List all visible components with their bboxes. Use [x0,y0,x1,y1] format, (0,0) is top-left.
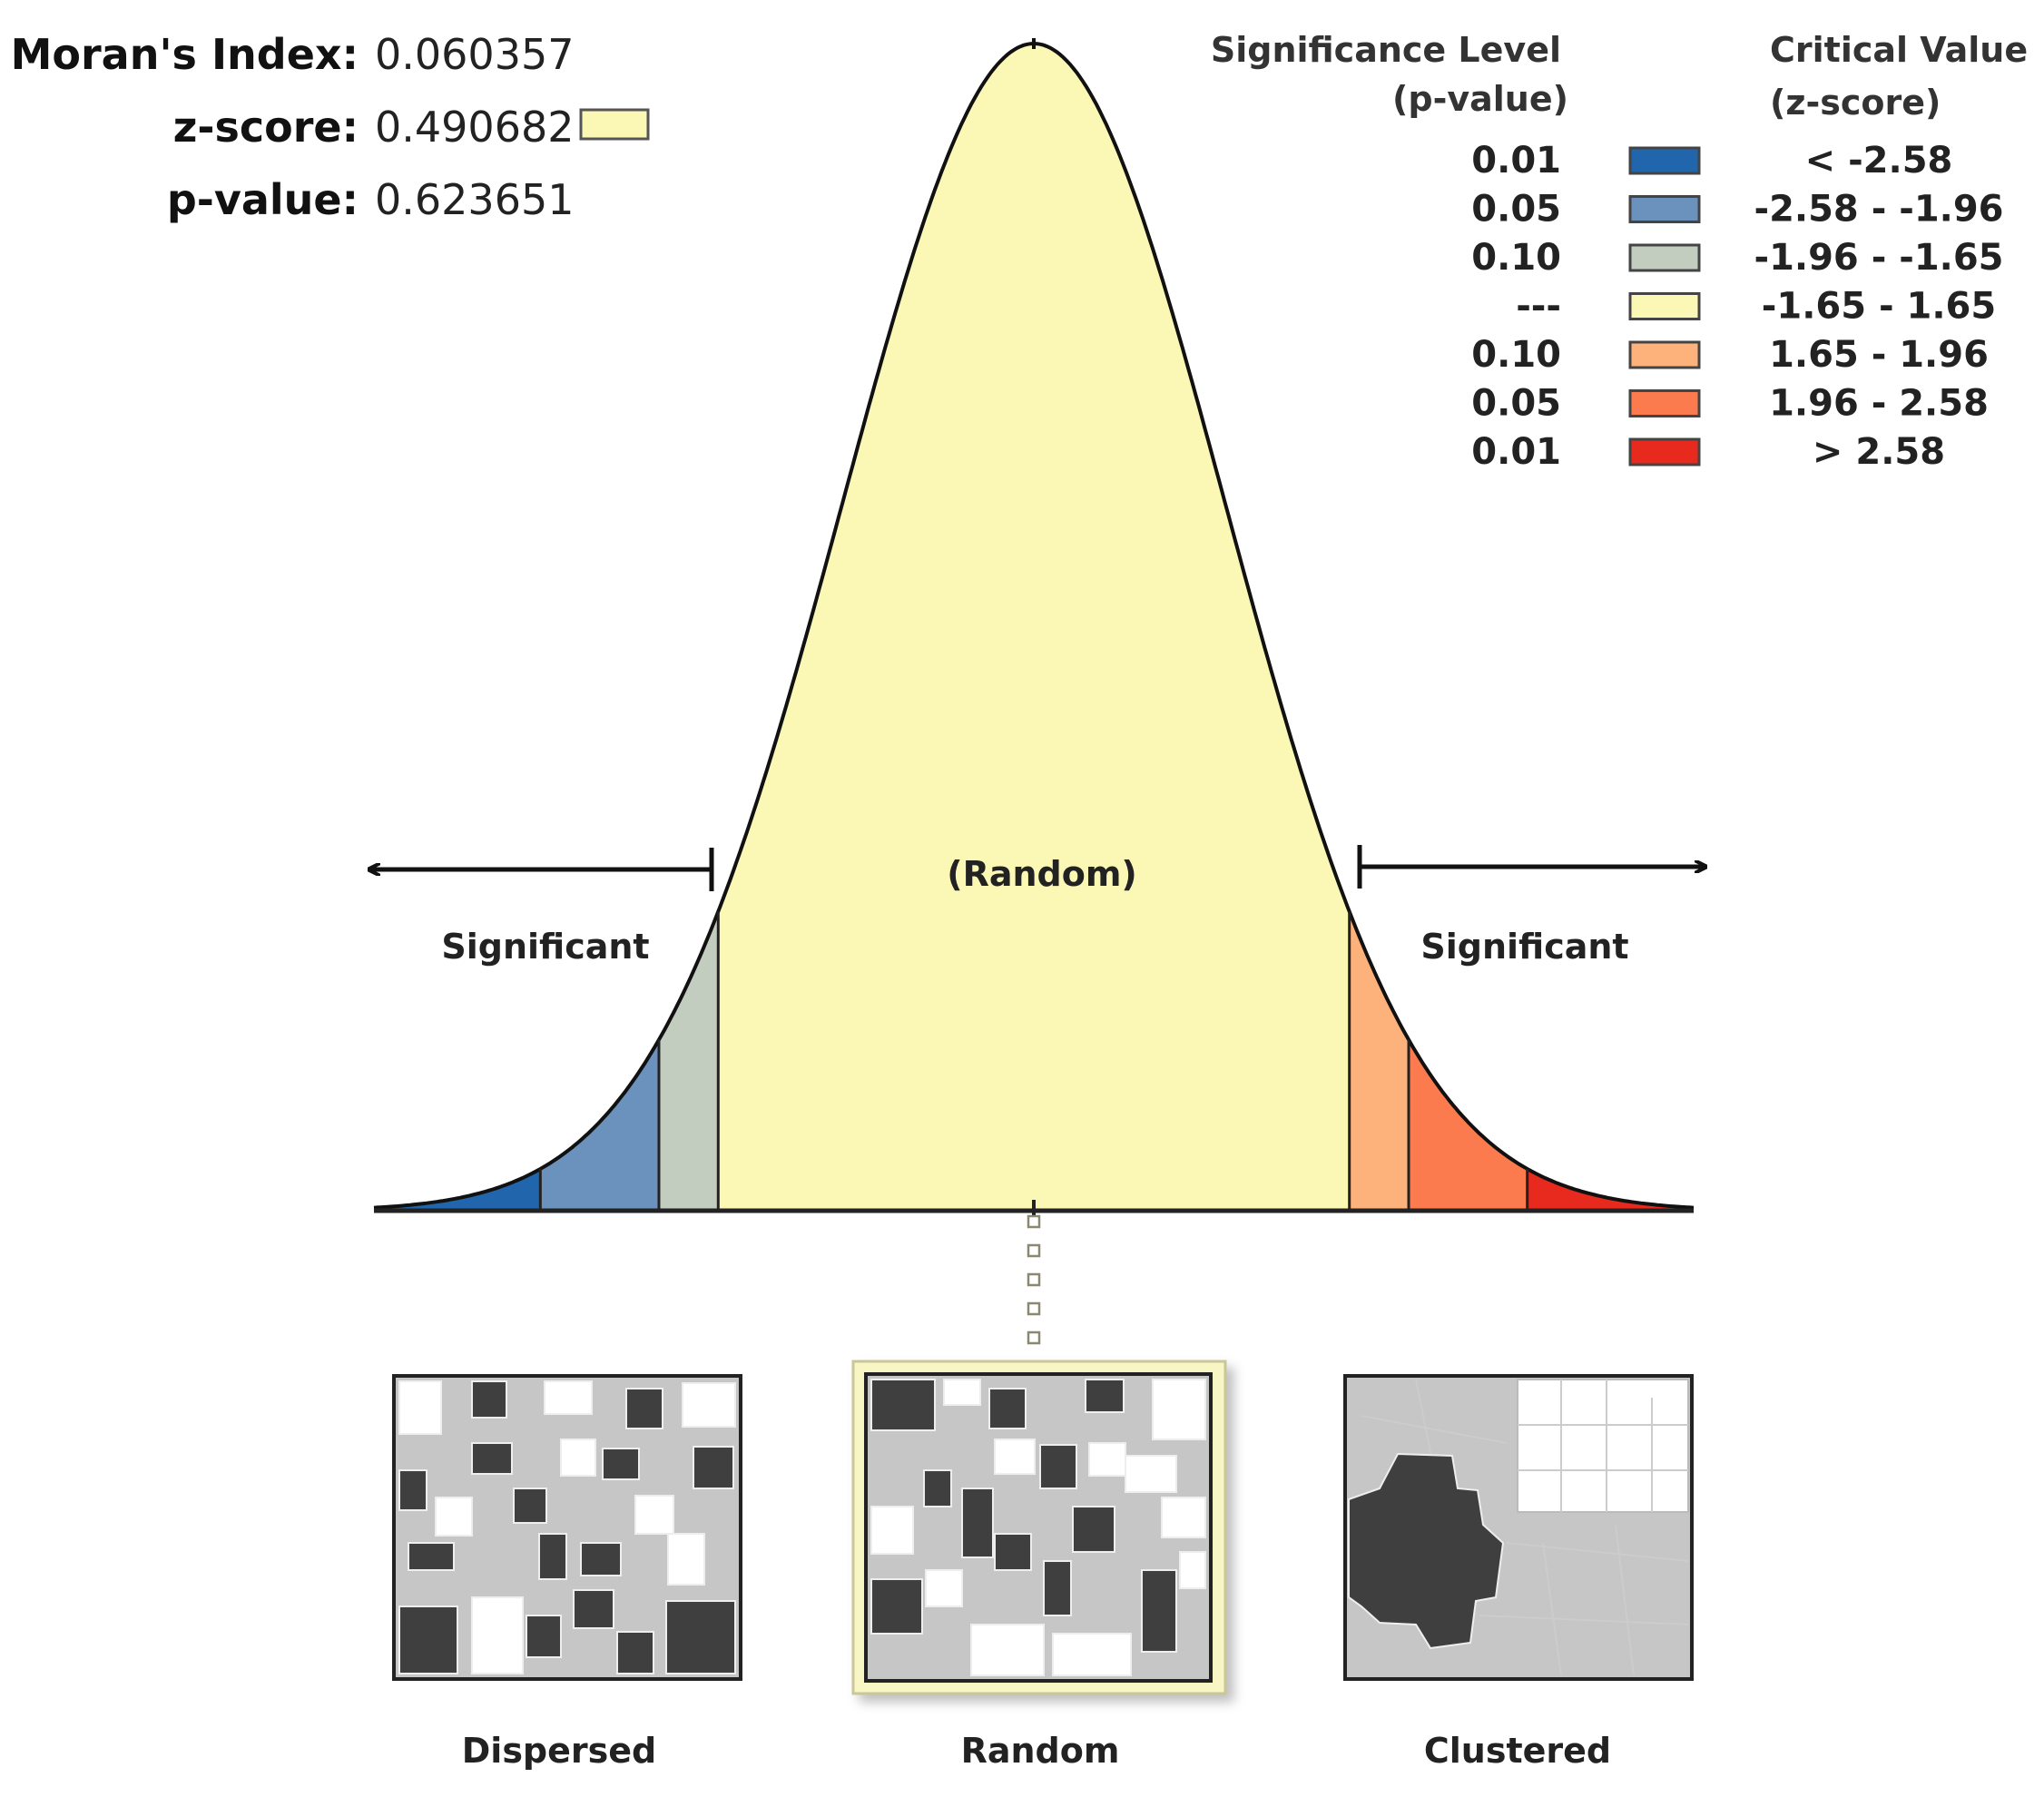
legend-p-value: --- [1516,286,1561,328]
legend-z-range: -2.58 - -1.96 [1754,189,2003,231]
random-label: Random [961,1731,1120,1771]
legend-swatch [1628,292,1701,320]
p-value-value: 0.623651 [375,175,575,224]
curve-band-6 [1527,1168,1694,1211]
curve-band-5 [1409,1039,1528,1211]
legend-p-value: 0.05 [1471,383,1561,425]
clustered-label: Clustered [1424,1731,1611,1771]
z-score-value: 0.490682 [375,103,575,152]
legend-swatch [1628,340,1701,369]
connector-dot [1027,1214,1041,1229]
stats-block: Moran's Index: 0.060357 z-score: 0.49068… [11,30,650,224]
z-score-marker [1027,1200,1041,1374]
z-score-swatch [579,108,650,141]
legend-swatch [1628,146,1701,175]
random-map-panel [851,1360,1227,1695]
curve-band-4 [1349,911,1409,1211]
left-significant-label: Significant [441,927,649,967]
random-center-label: (Random) [947,854,1137,894]
legend-p-value: 0.10 [1471,334,1561,376]
right-significant-label: Significant [1420,927,1628,967]
z-score-label: z-score: [173,103,359,152]
legend-row: 0.01 > 2.58 [1471,431,1945,473]
legend-row: 0.05 1.96 - 2.58 [1471,383,1989,425]
legend-row: 0.10 -1.96 - -1.65 [1471,237,2003,279]
legend-critical-header-line1: Critical Value [1770,30,2028,70]
legend-p-value: 0.10 [1471,237,1561,279]
legend-swatch [1628,243,1701,272]
legend-row: 0.05 -2.58 - -1.96 [1471,189,2003,231]
legend-p-value: 0.01 [1471,140,1561,182]
curve-band-2 [659,911,719,1211]
curve-band-0 [374,1168,541,1211]
right-significant-arrow [1357,845,1705,889]
connector-dot [1027,1243,1041,1258]
legend-critical-header-line2: (z-score) [1770,83,1941,123]
legend-p-value: 0.05 [1471,189,1561,231]
legend-z-range: -1.65 - 1.65 [1762,286,1996,328]
normal-distribution-curve [373,38,1695,1213]
legend-swatch [1628,437,1701,466]
legend-significance-header-line1: Significance Level [1211,30,1561,70]
morans-index-label: Moran's Index: [11,30,359,79]
left-significant-arrow [370,848,714,891]
legend-p-value: 0.01 [1471,431,1561,473]
legend-z-range: < -2.58 [1805,140,1953,182]
connector-dot [1027,1301,1041,1316]
dispersed-label: Dispersed [462,1731,657,1771]
legend-z-range: 1.96 - 2.58 [1769,383,1989,425]
p-value-label: p-value: [167,175,359,224]
morans-index-value: 0.060357 [375,30,575,79]
legend-z-range: -1.96 - -1.65 [1754,237,2003,279]
legend-z-range: > 2.58 [1813,431,1945,473]
dispersed-map-panel [392,1374,742,1681]
legend-significance-header-line2: (p-value) [1392,79,1568,119]
legend-row: --- -1.65 - 1.65 [1516,286,1996,328]
legend-swatch [1628,389,1701,417]
connector-dot [1027,1331,1041,1345]
clustered-map-panel [1343,1374,1694,1681]
legend-row: 0.10 1.65 - 1.96 [1471,334,1989,376]
legend-row: 0.01 < -2.58 [1471,140,1952,182]
legend-z-range: 1.65 - 1.96 [1769,334,1989,376]
curve-band-1 [540,1039,659,1211]
legend-swatch [1628,195,1701,223]
connector-dot [1027,1272,1041,1287]
curve-band-3 [718,44,1350,1211]
legend: Significance Level (p-value) Critical Va… [1211,30,2028,473]
